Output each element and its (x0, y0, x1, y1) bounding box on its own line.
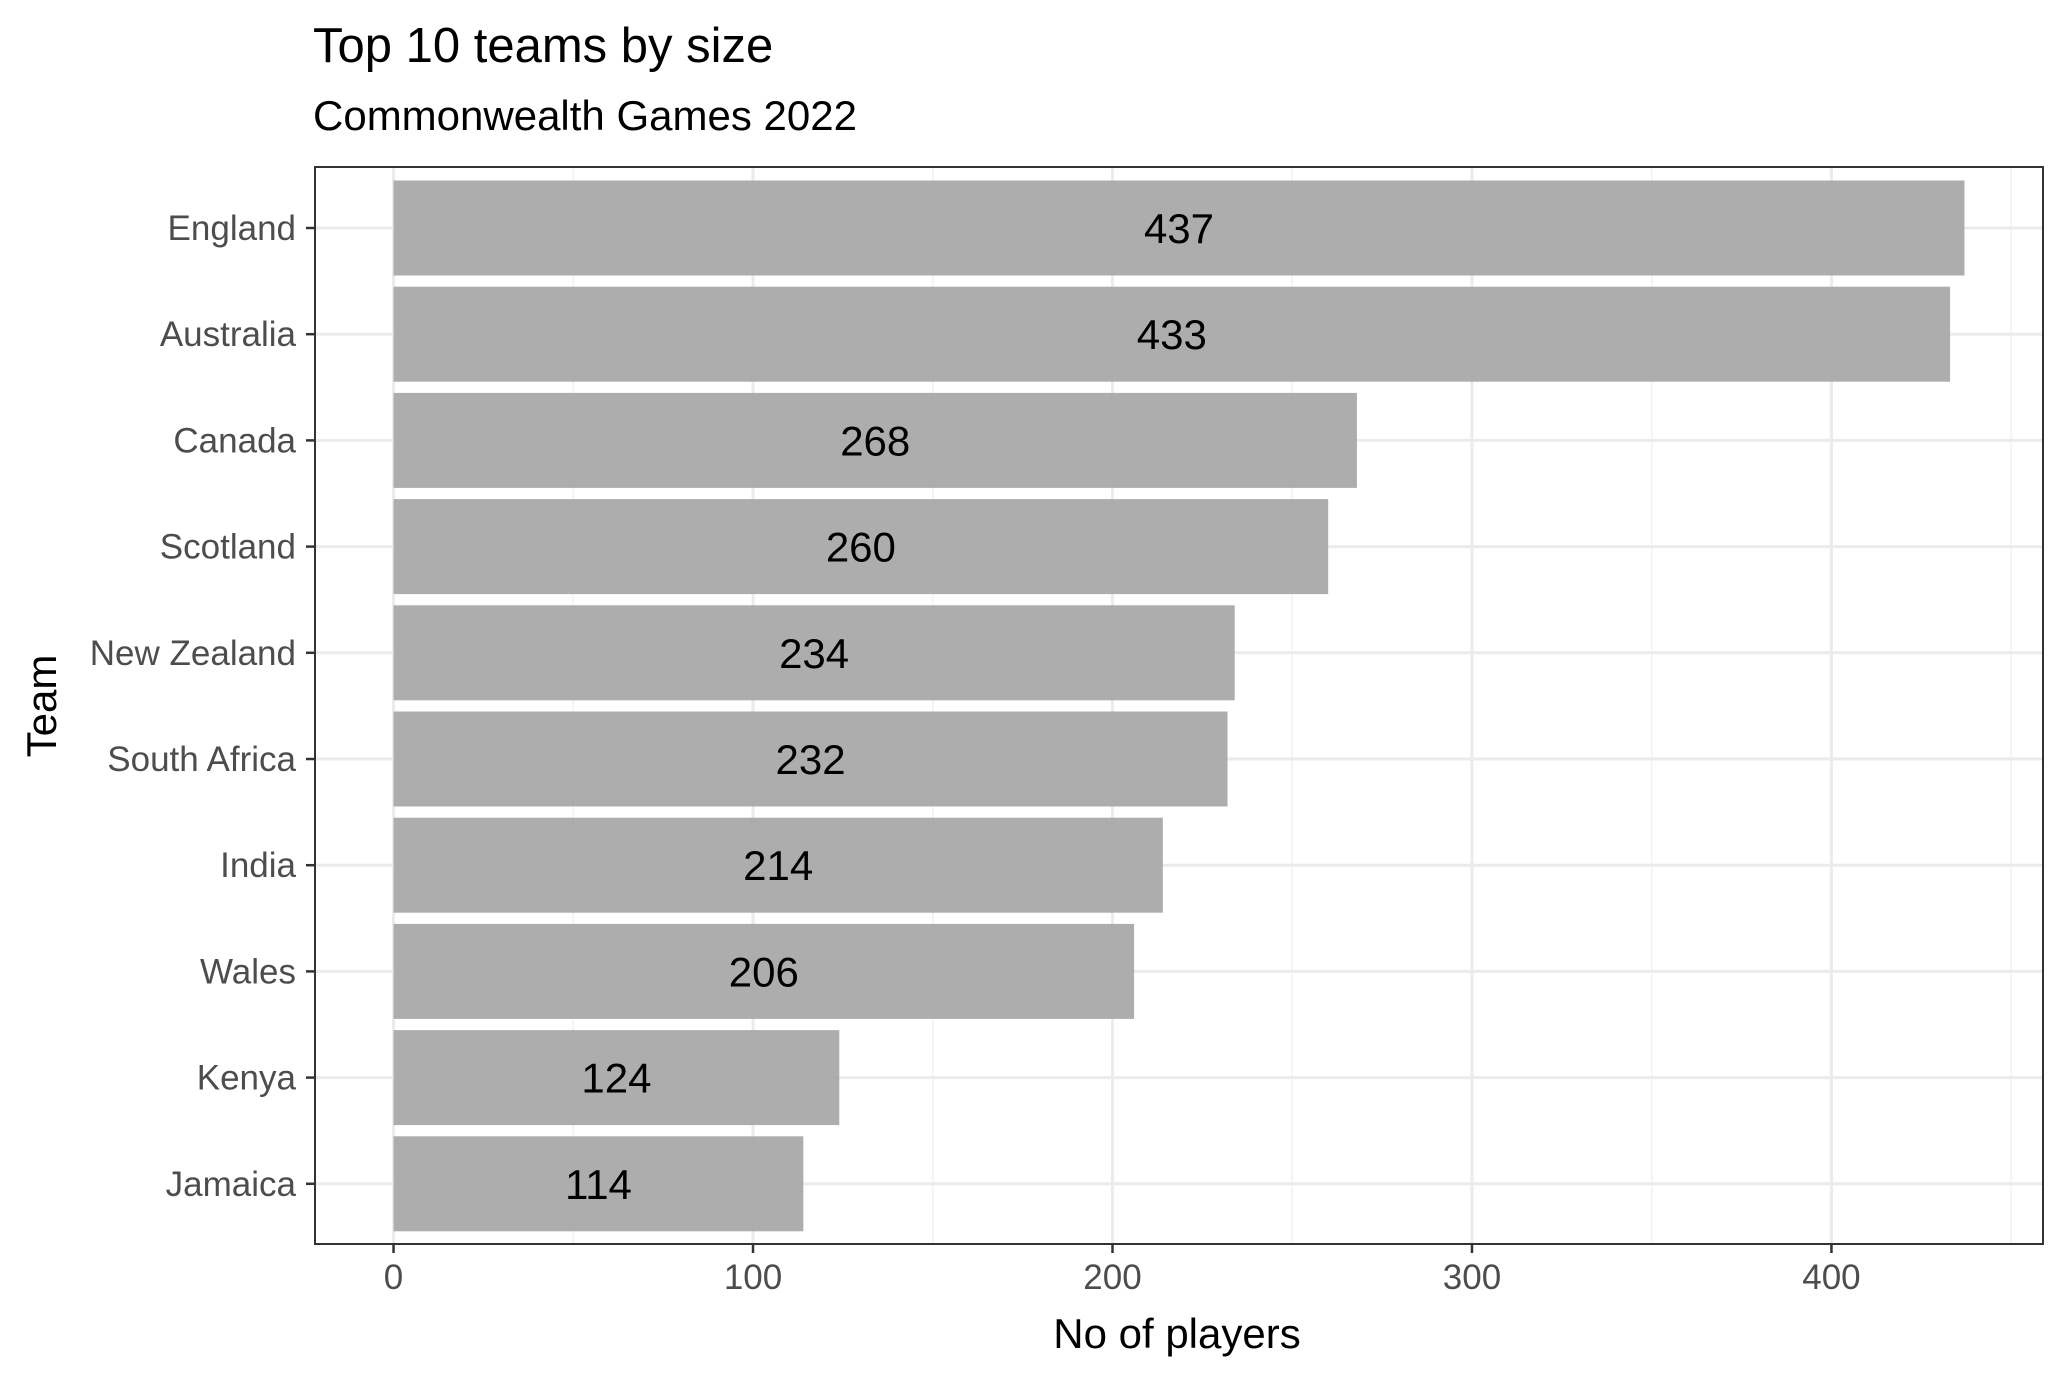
bar (393, 923, 1135, 1019)
bar-value-label: 114 (565, 1161, 632, 1208)
bar-value-label: 206 (729, 948, 799, 995)
x-tick-label: 400 (1802, 1258, 1860, 1297)
panel-border (314, 166, 2044, 1245)
y-axis: England Australia Canada Scotland New Zealan… (90, 209, 315, 1204)
bar-value-label: 234 (779, 630, 849, 677)
bar-value-label: 433 (1137, 311, 1207, 358)
bar-value-label: 268 (840, 417, 910, 464)
bar (393, 1030, 840, 1126)
y-tick-label: England (168, 209, 296, 248)
bar (393, 499, 1329, 595)
bar (393, 392, 1357, 488)
y-tick-label: New Zealand (90, 634, 296, 673)
bar-value-label: 124 (581, 1055, 651, 1102)
y-axis-title: Team (18, 655, 65, 758)
bar (393, 817, 1163, 913)
y-tick-label: Wales (200, 952, 296, 991)
y-tick-label: Kenya (197, 1059, 297, 1098)
y-tick-label: Jamaica (166, 1165, 297, 1204)
x-tick-label: 300 (1443, 1258, 1501, 1297)
x-axis-title: No of players (1053, 1310, 1300, 1357)
x-axis: 0 100 200 300 400 (384, 1244, 1861, 1297)
y-tick-label: India (220, 846, 296, 885)
bar (393, 605, 1235, 701)
bar-value-label: 214 (743, 842, 813, 889)
x-tick-label: 0 (384, 1258, 403, 1297)
x-tick-label: 200 (1083, 1258, 1141, 1297)
bar (393, 711, 1228, 807)
y-tick-label: South Africa (107, 740, 296, 779)
chart-title: Top 10 teams by size (313, 19, 773, 73)
bar-value-label: 232 (775, 736, 845, 783)
bar-value-label: 437 (1144, 205, 1214, 252)
bar-value-label: 260 (826, 524, 896, 571)
bar (393, 286, 1951, 382)
bar (393, 180, 1965, 276)
y-tick-label: Australia (160, 315, 297, 354)
bar (393, 1136, 804, 1232)
x-tick-label: 100 (724, 1258, 782, 1297)
data-labels: 437 433 268 260 234 232 214 206 124 114 (565, 205, 1214, 1208)
y-tick-label: Canada (173, 421, 296, 460)
bars (393, 180, 1965, 1232)
chart-subtitle: Commonwealth Games 2022 (313, 92, 857, 139)
y-tick-label: Scotland (160, 528, 296, 567)
